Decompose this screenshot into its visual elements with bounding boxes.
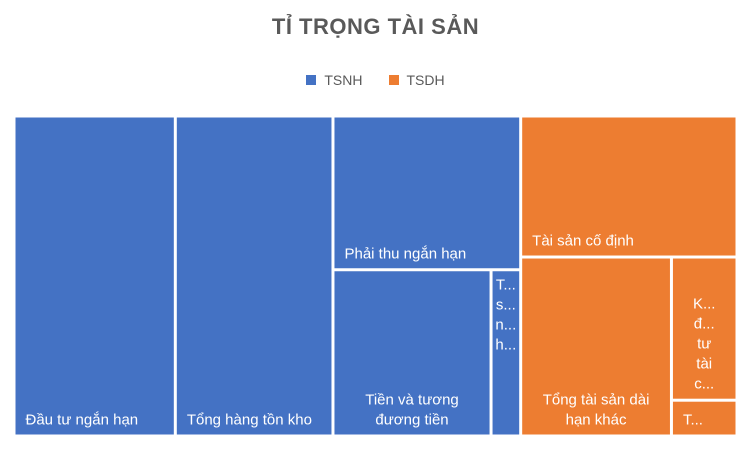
tile-tong-hang-ton-kho	[176, 117, 332, 435]
tile-label-t: T...	[683, 412, 703, 429]
tile-label-tien-va-tuong-duong-tien: Tiền và tương đương tiền	[365, 392, 459, 429]
tile-label-k-d-tu-tai-c: K... đ... tư tài c...	[693, 296, 716, 393]
tile-k-d-tu-tai-c	[672, 258, 736, 399]
legend-item-tsdh: TSDH	[388, 72, 445, 88]
tile-label-phai-thu-ngan-han: Phải thu ngắn hạn	[344, 245, 466, 262]
legend-swatch-tsnh	[306, 75, 317, 85]
tile-tong-tai-san-dai-han-khac	[522, 258, 670, 435]
tile-dau-tu-ngan-han	[15, 117, 174, 435]
tile-label-tong-hang-ton-kho: Tổng hàng tồn kho	[187, 412, 312, 429]
tile-label-tai-san-co-dinh: Tài sản cố định	[532, 233, 634, 250]
tile-phai-thu-ngan-han	[334, 117, 520, 269]
tile-t-s-n-h	[492, 271, 520, 435]
legend-swatch-tsdh	[388, 75, 399, 85]
chart-title: TỈ TRỌNG TÀI SẢN	[271, 14, 480, 39]
tile-t	[672, 401, 736, 435]
tile-label-tong-tai-san-dai-han-khac: Tổng tài sản dài hạn khác	[543, 392, 650, 429]
tile-tien-va-tuong-duong-tien	[334, 271, 490, 435]
tile-tai-san-co-dinh	[522, 117, 736, 256]
tile-label-t-s-n-h: T... s... n... h...	[495, 276, 516, 353]
legend-label-tsnh: TSNH	[324, 72, 363, 88]
legend-item-tsnh: TSNH	[306, 72, 363, 88]
chart-legend: TSNH TSDH	[0, 72, 751, 88]
tile-label-dau-tu-ngan-han: Đầu tư ngắn hạn	[26, 412, 139, 429]
legend-label-tsdh: TSDH	[406, 72, 445, 88]
